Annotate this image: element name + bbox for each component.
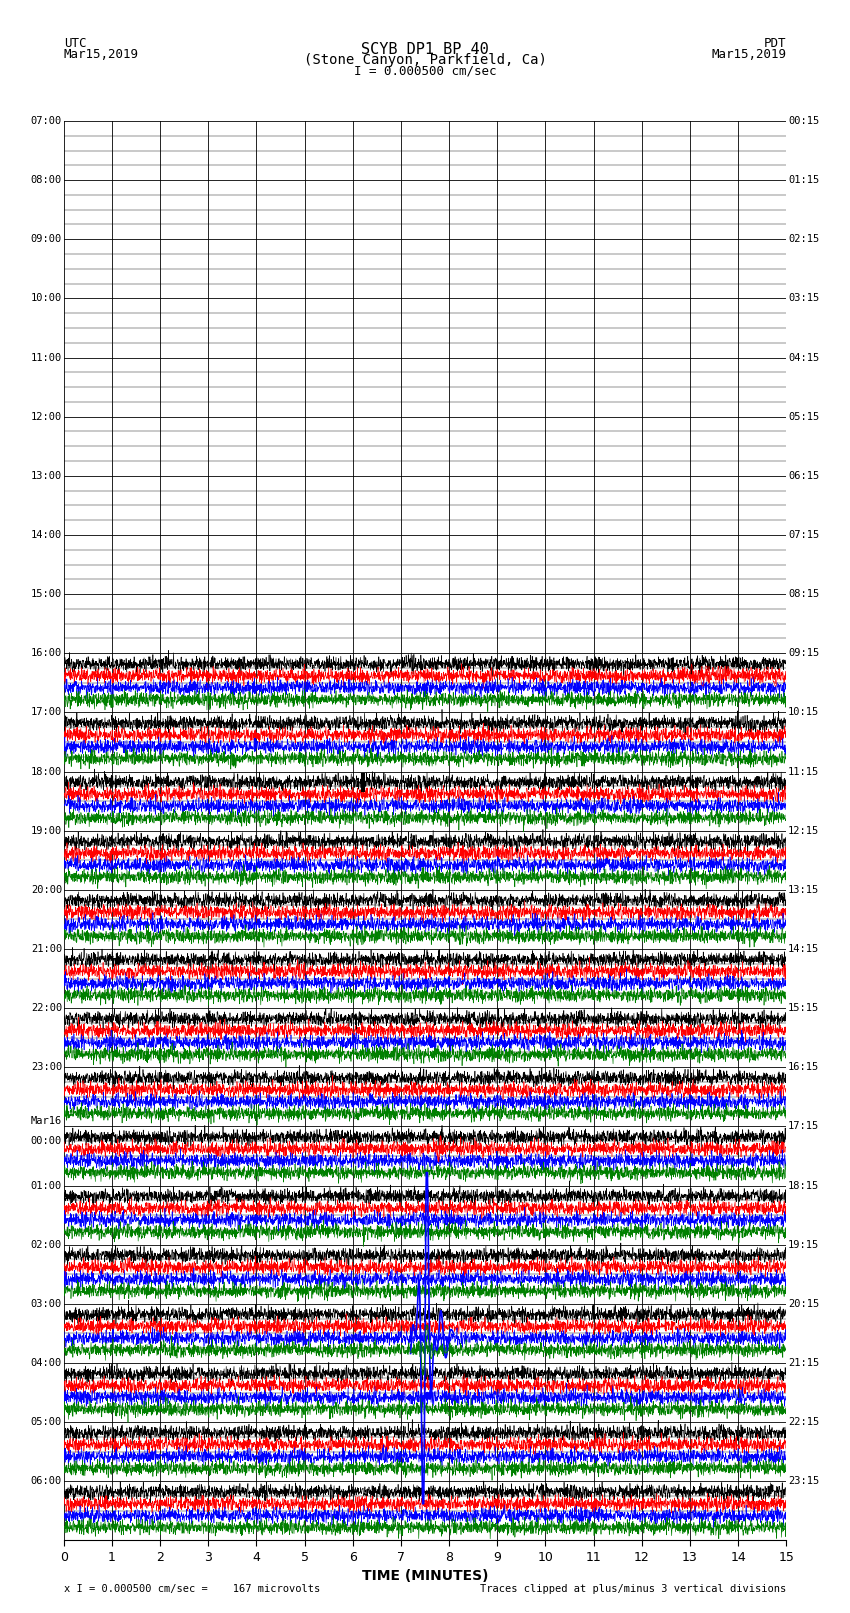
X-axis label: TIME (MINUTES): TIME (MINUTES) [362, 1569, 488, 1584]
Text: 08:15: 08:15 [788, 589, 819, 598]
Text: 01:00: 01:00 [31, 1181, 62, 1190]
Text: 11:15: 11:15 [788, 766, 819, 776]
Text: SCYB DP1 BP 40: SCYB DP1 BP 40 [361, 42, 489, 56]
Text: 06:15: 06:15 [788, 471, 819, 481]
Text: 04:00: 04:00 [31, 1358, 62, 1368]
Text: 19:15: 19:15 [788, 1240, 819, 1250]
Text: 18:15: 18:15 [788, 1181, 819, 1190]
Text: 23:00: 23:00 [31, 1063, 62, 1073]
Text: Traces clipped at plus/minus 3 vertical divisions: Traces clipped at plus/minus 3 vertical … [480, 1584, 786, 1594]
Text: 07:00: 07:00 [31, 116, 62, 126]
Text: 21:00: 21:00 [31, 944, 62, 953]
Text: 21:15: 21:15 [788, 1358, 819, 1368]
Text: 12:15: 12:15 [788, 826, 819, 836]
Text: 00:00: 00:00 [31, 1136, 62, 1147]
Text: 19:00: 19:00 [31, 826, 62, 836]
Text: 23:15: 23:15 [788, 1476, 819, 1486]
Text: 01:15: 01:15 [788, 176, 819, 185]
Text: 14:15: 14:15 [788, 944, 819, 953]
Text: PDT: PDT [764, 37, 786, 50]
Text: 09:00: 09:00 [31, 234, 62, 244]
Text: 16:00: 16:00 [31, 648, 62, 658]
Text: 20:00: 20:00 [31, 886, 62, 895]
Text: 04:15: 04:15 [788, 353, 819, 363]
Text: I = 0.000500 cm/sec: I = 0.000500 cm/sec [354, 65, 496, 77]
Text: 13:15: 13:15 [788, 886, 819, 895]
Text: 18:00: 18:00 [31, 766, 62, 776]
Text: 14:00: 14:00 [31, 531, 62, 540]
Text: Mar16: Mar16 [31, 1116, 62, 1126]
Text: (Stone Canyon, Parkfield, Ca): (Stone Canyon, Parkfield, Ca) [303, 53, 547, 68]
Text: 10:15: 10:15 [788, 708, 819, 718]
Text: 17:15: 17:15 [788, 1121, 819, 1131]
Text: 22:15: 22:15 [788, 1418, 819, 1428]
Text: 15:15: 15:15 [788, 1003, 819, 1013]
Text: 22:00: 22:00 [31, 1003, 62, 1013]
Text: 03:15: 03:15 [788, 294, 819, 303]
Text: 10:00: 10:00 [31, 294, 62, 303]
Text: 17:00: 17:00 [31, 708, 62, 718]
Text: 05:15: 05:15 [788, 411, 819, 421]
Text: 15:00: 15:00 [31, 589, 62, 598]
Text: Mar15,2019: Mar15,2019 [64, 48, 139, 61]
Text: 02:15: 02:15 [788, 234, 819, 244]
Text: 07:15: 07:15 [788, 531, 819, 540]
Text: 09:15: 09:15 [788, 648, 819, 658]
Text: 13:00: 13:00 [31, 471, 62, 481]
Text: Mar15,2019: Mar15,2019 [711, 48, 786, 61]
Text: x I = 0.000500 cm/sec =    167 microvolts: x I = 0.000500 cm/sec = 167 microvolts [64, 1584, 320, 1594]
Text: UTC: UTC [64, 37, 86, 50]
Text: 20:15: 20:15 [788, 1298, 819, 1308]
Text: 12:00: 12:00 [31, 411, 62, 421]
Text: 03:00: 03:00 [31, 1298, 62, 1308]
Text: 00:15: 00:15 [788, 116, 819, 126]
Text: 16:15: 16:15 [788, 1063, 819, 1073]
Text: 06:00: 06:00 [31, 1476, 62, 1486]
Text: 11:00: 11:00 [31, 353, 62, 363]
Text: 08:00: 08:00 [31, 176, 62, 185]
Text: 05:00: 05:00 [31, 1418, 62, 1428]
Text: 02:00: 02:00 [31, 1240, 62, 1250]
